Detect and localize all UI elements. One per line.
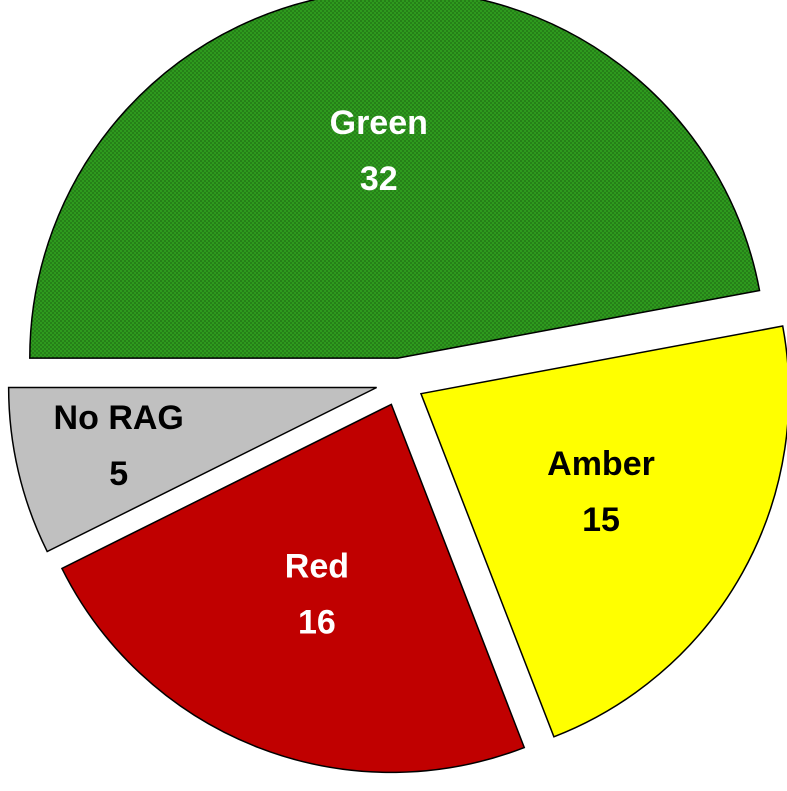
slice-label: Amber (547, 445, 655, 483)
slice-value: 16 (298, 604, 336, 642)
pie-slice (29, 0, 761, 359)
pie-slice (419, 325, 787, 738)
pie-slice (7, 386, 377, 553)
slice-value: 5 (109, 455, 128, 493)
slice-value: 32 (360, 160, 398, 198)
slice-label: Red (285, 548, 349, 586)
pie-slice (60, 403, 526, 774)
slice-label: Green (330, 104, 428, 142)
slice-value: 15 (582, 501, 620, 539)
slice-label: No RAG (54, 399, 184, 437)
